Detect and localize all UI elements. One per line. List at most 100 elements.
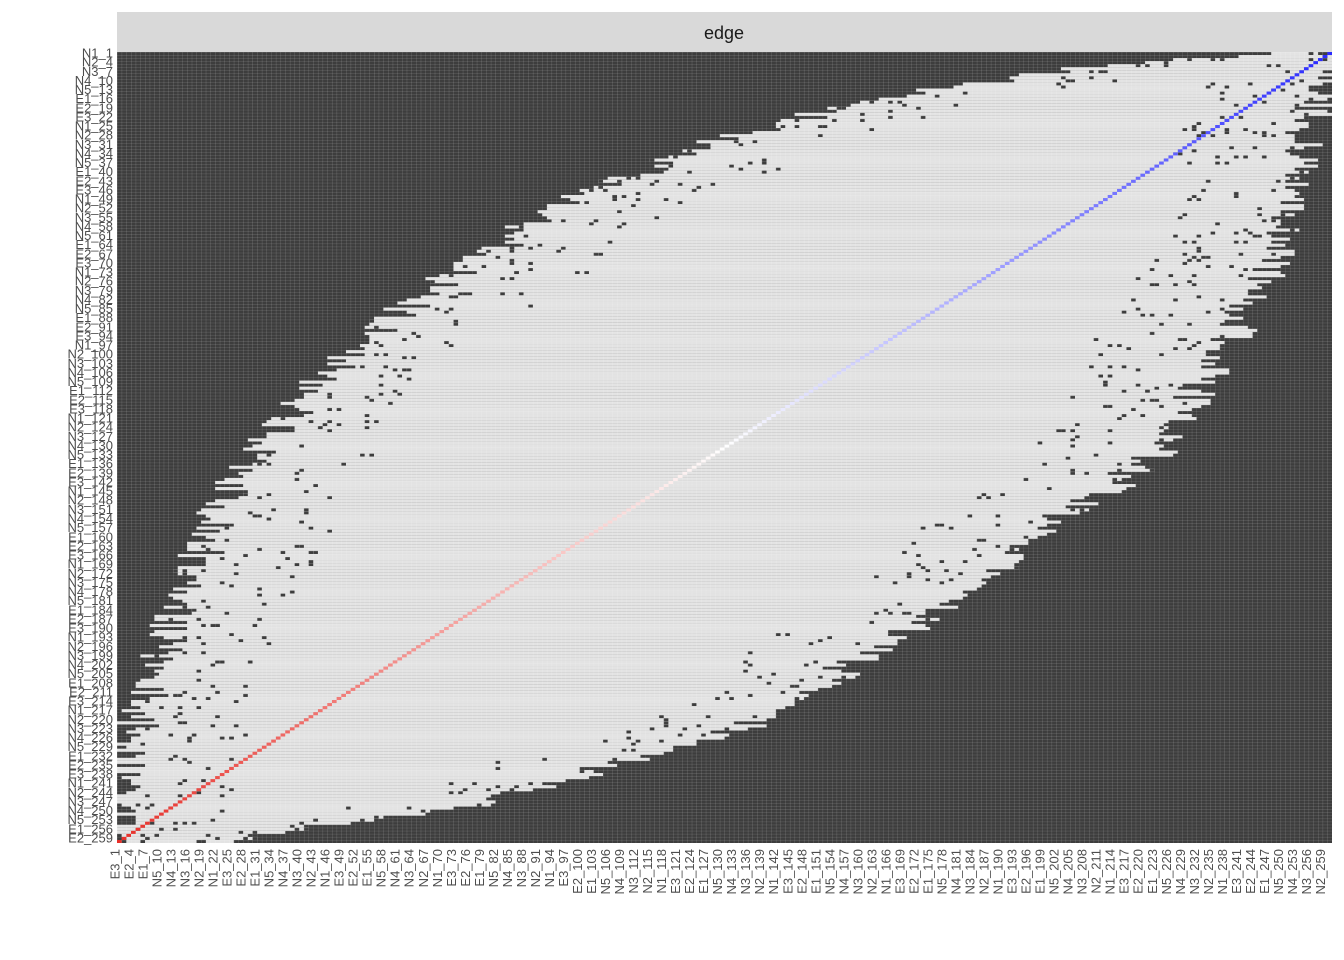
x-tick-label: N2_235 [1201, 849, 1216, 895]
y-tick-label: N2_124 [67, 420, 113, 435]
y-tick-label: N4_250 [67, 803, 113, 818]
diagonal-cell [691, 465, 697, 469]
diagonal-cell [588, 532, 594, 536]
diagonal-cell [514, 581, 519, 585]
y-tick-label: N4_130 [67, 438, 113, 453]
diagonal-cell [752, 426, 758, 430]
diagonal-cell [444, 627, 449, 631]
diagonal-cell [1079, 213, 1085, 217]
y-tick-label: N5_253 [67, 812, 113, 827]
y-tick-label: N1_49 [75, 192, 113, 207]
diagonal-cell [1140, 173, 1146, 177]
diagonal-cell [1154, 164, 1160, 168]
y-tick-label: N1_169 [67, 557, 113, 572]
diagonal-cell [341, 693, 346, 697]
diagonal-cell [1275, 85, 1281, 89]
diagonal-cell [920, 316, 926, 320]
y-tick-label: E2_259 [68, 830, 113, 845]
diagonal-cell [869, 350, 875, 354]
diagonal-cell [294, 724, 300, 728]
diagonal-cell [411, 648, 417, 652]
y-tick-label: E1_88 [75, 310, 113, 325]
x-tick-label: E1_103 [584, 849, 599, 894]
y-tick-label: E1_40 [75, 164, 113, 179]
y-tick-label: N1_25 [75, 119, 113, 134]
diagonal-cell [626, 508, 632, 512]
diagonal-cell [500, 590, 505, 594]
diagonal-cell [402, 654, 407, 658]
x-tick-label: N1_70 [430, 849, 445, 887]
diagonal-cell [1205, 131, 1211, 135]
diagonal-cell [406, 651, 412, 655]
y-tick-label: N2_4 [82, 55, 113, 70]
y-tick-label: E2_163 [68, 538, 113, 553]
diagonal-cell [1252, 100, 1258, 104]
x-tick-label: E1_127 [696, 849, 711, 894]
diagonal-cell [243, 757, 248, 761]
diagonal-cell [1056, 228, 1061, 232]
y-tick-label: E1_16 [75, 91, 113, 106]
diagonal-cell [537, 566, 543, 570]
y-tick-label: N3_7 [82, 64, 113, 79]
diagonal-cell [827, 377, 832, 381]
diagonal-cell [1215, 125, 1220, 129]
x-tick-label: E3_217 [1117, 849, 1132, 894]
y-tick-label: N1_97 [75, 338, 113, 353]
diagonal-cell [532, 569, 538, 573]
diagonal-cell [934, 307, 940, 311]
y-tick-label: N4_202 [67, 657, 113, 672]
diagonal-cell [317, 709, 323, 713]
diagonal-cell [135, 827, 141, 831]
x-tick-label: E3_1 [107, 849, 122, 879]
x-tick-label: N4_181 [948, 849, 963, 895]
diagonal-cell [360, 681, 365, 685]
y-tick-label: N2_100 [67, 347, 113, 362]
x-tick-label: N1_214 [1103, 849, 1118, 895]
x-tick-label: N2_19 [191, 849, 206, 887]
diagonal-cell [897, 331, 903, 335]
y-tick-label: N5_205 [67, 666, 113, 681]
diagonal-cell [663, 484, 669, 488]
y-tick-label: N1_145 [67, 484, 113, 499]
diagonal-cell [565, 547, 571, 551]
diagonal-cell [860, 356, 865, 360]
y-tick-label: E2_115 [69, 392, 113, 407]
y-tick-label: E1_256 [68, 821, 113, 836]
diagonal-cell [972, 283, 977, 287]
diagonal-cell [729, 441, 734, 445]
diagonal-cell [1247, 103, 1253, 107]
diagonal-cell [1303, 67, 1309, 71]
diagonal-cell [121, 836, 127, 840]
diagonal-cell [504, 587, 510, 591]
x-tick-label: N3_160 [850, 849, 865, 895]
diagonal-cell [1266, 91, 1272, 95]
y-tick-label: E2_139 [68, 465, 113, 480]
diagonal-cell [266, 742, 272, 746]
diagonal-cell [948, 298, 954, 302]
y-tick-label: E3_238 [68, 767, 113, 782]
diagonal-cell [448, 623, 454, 627]
diagonal-cell [1089, 207, 1094, 211]
diagonal-cell [1219, 121, 1225, 126]
y-tick-label: N4_226 [67, 730, 113, 745]
diagonal-cell [453, 620, 459, 624]
y-tick-label: N3_151 [67, 502, 113, 517]
y-tick-label: E1_160 [68, 529, 113, 544]
y-tick-label: N1_121 [67, 411, 113, 426]
y-tick-label: N3_31 [75, 137, 113, 152]
diagonal-cell [710, 453, 716, 457]
y-tick-label: N5_133 [67, 447, 113, 462]
y-tick-label: N4_154 [67, 511, 113, 526]
diagonal-cell [1196, 137, 1202, 141]
diagonal-cell [219, 773, 225, 777]
y-tick-label: N2_52 [75, 201, 113, 216]
x-tick-label: E1_79 [472, 849, 487, 887]
x-tick-label: N4_61 [388, 849, 403, 887]
y-tick-label: E1_184 [68, 602, 113, 617]
x-tick-label: E2_220 [1131, 849, 1146, 894]
y-tick-label: N4_58 [75, 219, 113, 234]
diagonal-cell [1070, 219, 1075, 223]
diagonal-cell [962, 289, 968, 293]
diagonal-cell [369, 675, 375, 679]
x-tick-label: E3_73 [444, 849, 459, 887]
